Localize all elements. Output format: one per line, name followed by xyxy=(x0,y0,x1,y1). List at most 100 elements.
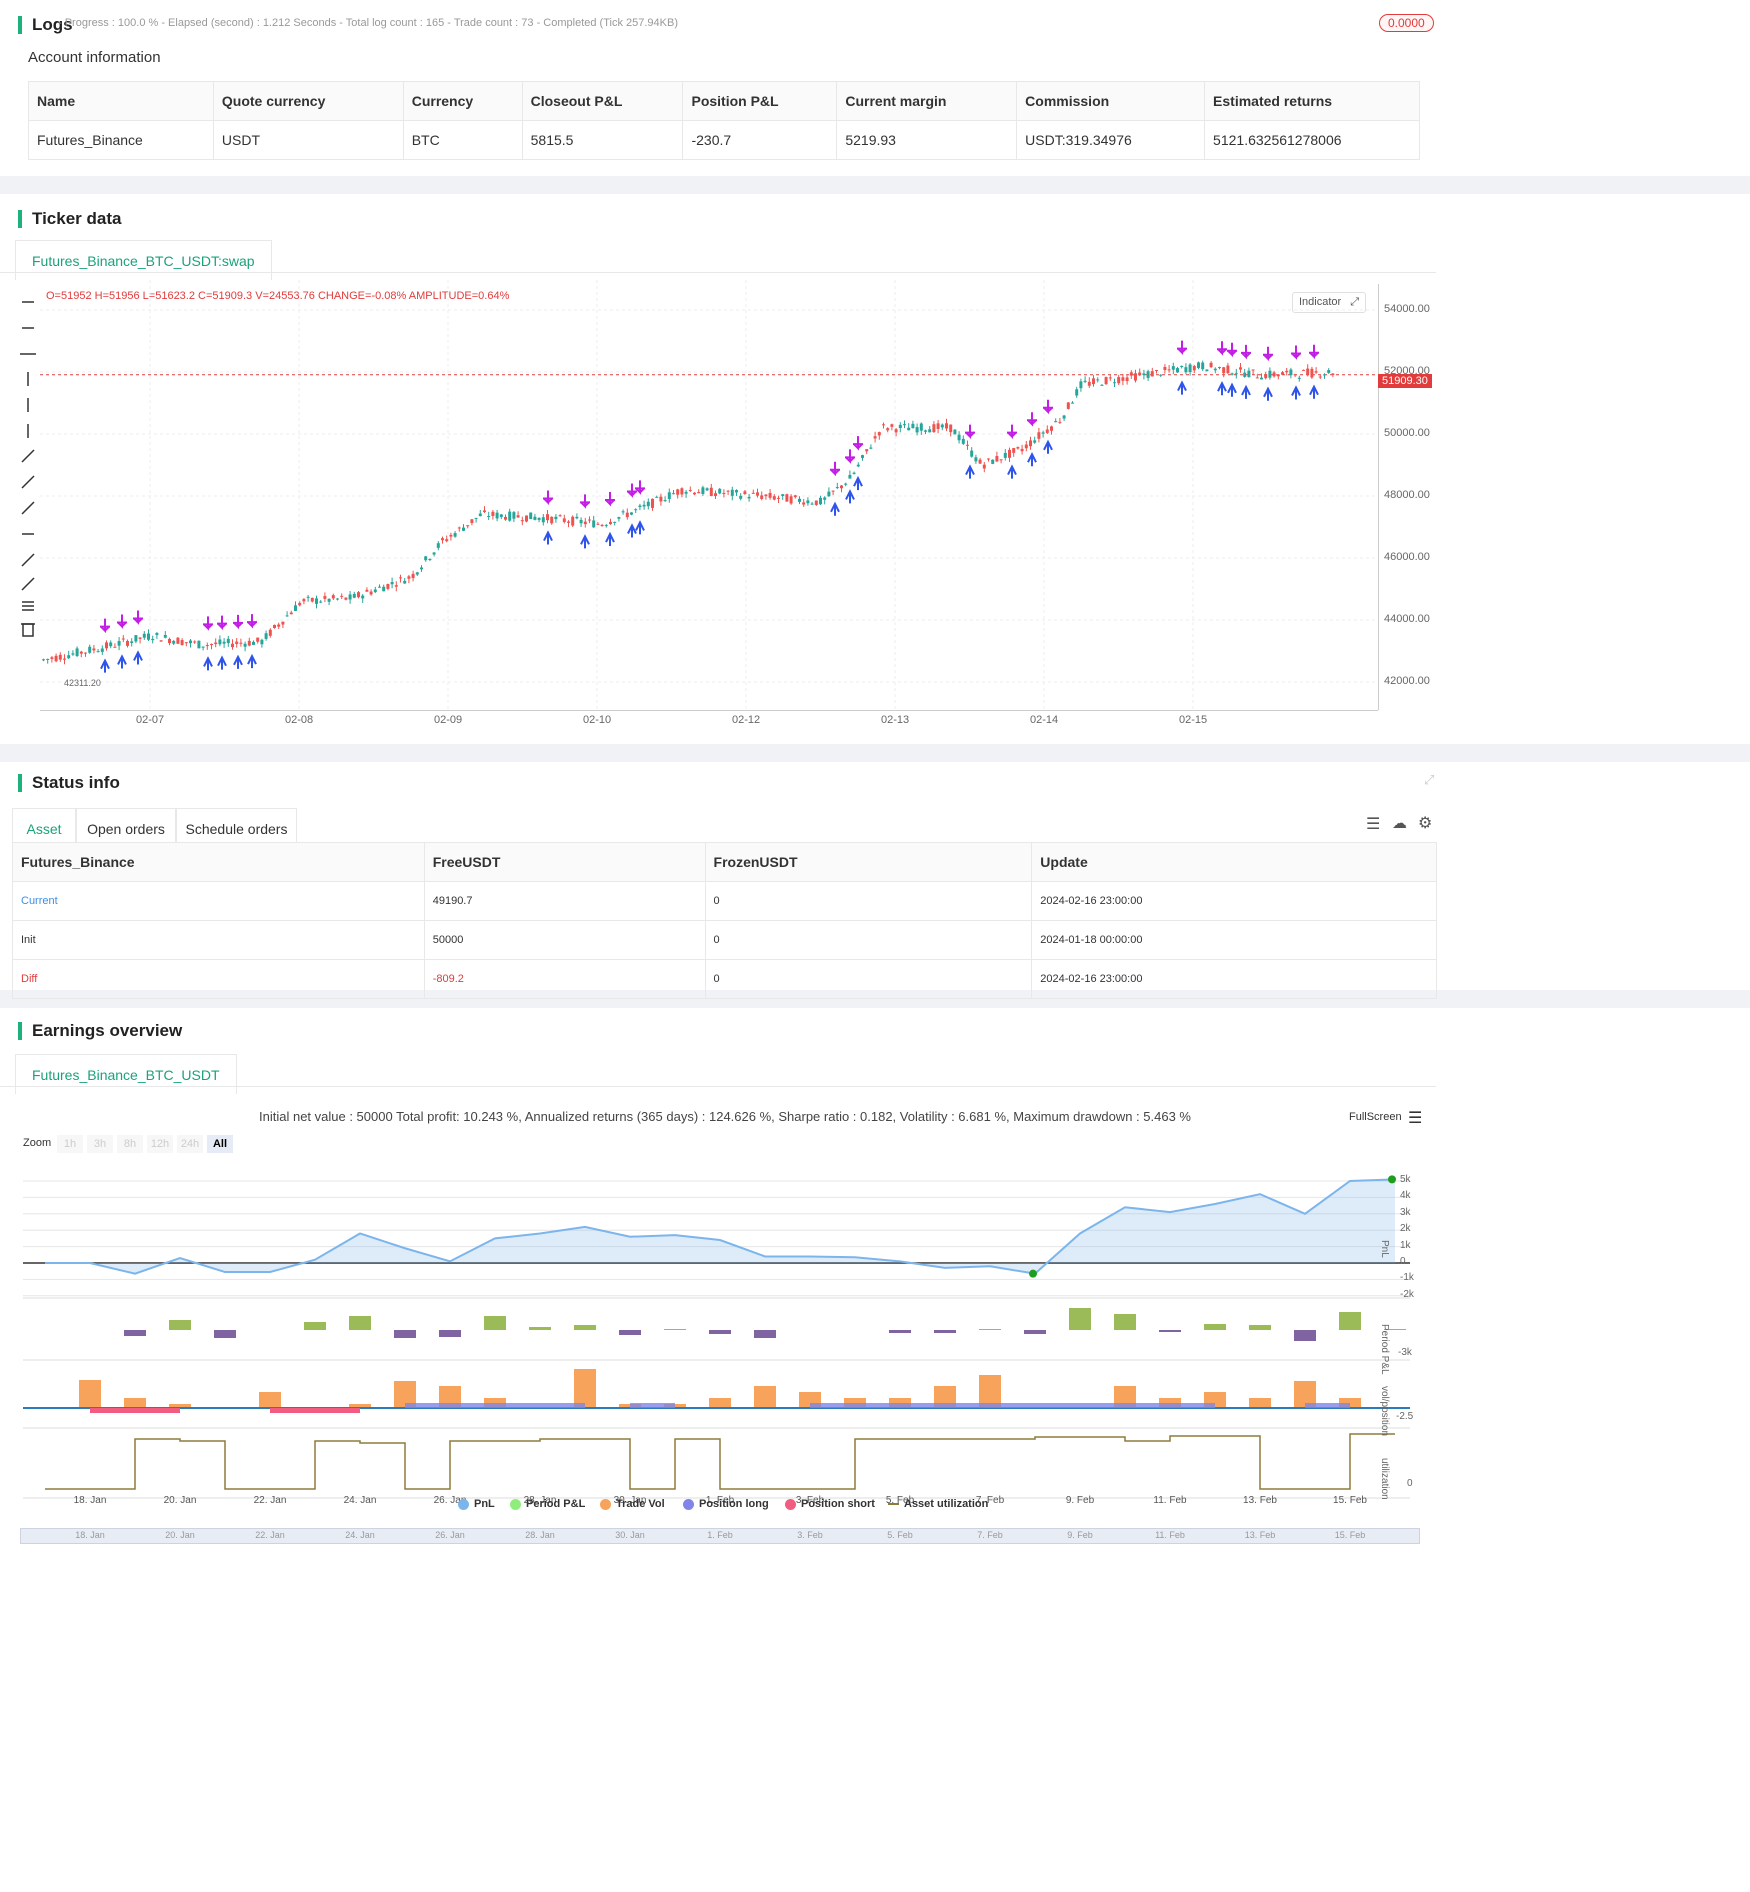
account-header-cell: Currency xyxy=(402,81,523,121)
candle-body xyxy=(499,514,503,518)
drawing-tools-icons[interactable] xyxy=(16,290,40,650)
tab-ticker-symbol[interactable]: Futures_Binance_BTC_USDT:swap xyxy=(15,240,272,280)
candle-body xyxy=(785,494,789,502)
period-pnl-bar xyxy=(1204,1324,1226,1330)
candle-body xyxy=(957,434,961,441)
indicator-button[interactable]: Indicator ⤢ xyxy=(1292,292,1367,313)
candle-body xyxy=(155,633,159,636)
candle-body xyxy=(340,595,344,597)
asset-header-cell: FrozenUSDT xyxy=(704,842,1033,882)
legend-item[interactable]: Position short xyxy=(785,1498,875,1510)
close-arrow-icon xyxy=(1177,340,1187,356)
legend-item[interactable]: Period P&L xyxy=(510,1498,585,1510)
legend-item[interactable]: Asset utilization xyxy=(888,1498,988,1510)
date-tick: 18. Jan xyxy=(73,1495,107,1506)
zoom-3h[interactable]: 3h xyxy=(87,1135,113,1153)
candle-body xyxy=(714,493,717,497)
candle-body xyxy=(793,495,797,498)
candle-body xyxy=(1310,368,1314,378)
zoom-1h[interactable]: 1h xyxy=(57,1135,83,1153)
tab-earnings-symbol[interactable]: Futures_Binance_BTC_USDT xyxy=(15,1054,237,1094)
long-arrow-icon xyxy=(1043,439,1053,454)
expand-icon[interactable]: ⤢ xyxy=(1424,772,1435,787)
candle-body xyxy=(869,447,873,449)
close-arrow-icon xyxy=(133,610,143,625)
candle-body xyxy=(386,584,390,589)
legend-item[interactable]: Trade Vol xyxy=(600,1498,665,1510)
candle-body xyxy=(554,516,558,520)
menu-icon[interactable]: ☰ xyxy=(1366,816,1381,833)
asset-header-cell: Update xyxy=(1031,842,1437,882)
candle-body xyxy=(210,644,213,646)
position-short-bar xyxy=(90,1408,180,1413)
earnings-chart[interactable] xyxy=(0,1158,1450,1578)
zoom-12h[interactable]: 12h xyxy=(147,1135,173,1153)
candle-body xyxy=(138,637,142,639)
trade-vol-bar xyxy=(709,1398,731,1408)
legend-item[interactable]: PnL xyxy=(458,1498,495,1510)
candle-body xyxy=(336,598,339,600)
candle-body xyxy=(302,599,306,602)
candle-body xyxy=(625,512,629,518)
candle-body xyxy=(1234,373,1238,375)
legend-marker-icon xyxy=(600,1498,611,1510)
candle-body xyxy=(835,487,839,489)
period-pnl-bar xyxy=(1339,1312,1361,1330)
candle-body xyxy=(894,429,898,433)
pnl-tick: 0 xyxy=(1400,1256,1406,1267)
candlestick-chart[interactable] xyxy=(0,280,1440,730)
candle-body xyxy=(525,515,528,522)
candle-body xyxy=(655,496,659,498)
candle-body xyxy=(1138,372,1142,375)
fullscreen-button[interactable]: FullScreen xyxy=(1349,1111,1402,1123)
candle-body xyxy=(890,424,894,427)
candle-body xyxy=(222,641,226,644)
expand-icon[interactable]: ⤢ xyxy=(1350,296,1360,308)
navigator-date: 20. Jan xyxy=(165,1530,195,1540)
table-row: Futures_Binance USDT BTC 5815.5 -230.7 5219.9… xyxy=(28,120,1420,160)
candle-body xyxy=(659,496,663,502)
tab-schedule-orders[interactable]: Schedule orders xyxy=(176,808,297,848)
candle-body xyxy=(42,659,45,661)
navigator-scrollbar[interactable] xyxy=(20,1528,1420,1544)
long-arrow-icon xyxy=(1227,382,1237,397)
period-pnl-bar xyxy=(529,1327,551,1330)
candle-body xyxy=(264,633,268,639)
candle-body xyxy=(348,594,352,600)
tab-open-orders[interactable]: Open orders xyxy=(76,808,176,848)
zoom-24h[interactable]: 24h xyxy=(177,1135,203,1153)
candle-body xyxy=(684,491,688,494)
candle-body xyxy=(252,641,255,645)
legend-label: PnL xyxy=(474,1498,495,1510)
logs-panel: Logs - Progress : 100.0 % - Elapsed (sec… xyxy=(0,0,1750,176)
gear-icon[interactable]: ⚙ xyxy=(1418,815,1433,832)
candle-body xyxy=(529,512,533,520)
candle-body xyxy=(961,438,965,444)
candle-body xyxy=(1129,372,1133,376)
candle-body xyxy=(365,589,369,592)
candle-body xyxy=(495,512,499,519)
tab-divider xyxy=(0,272,1436,273)
menu-icon[interactable]: ☰ xyxy=(1408,1110,1423,1127)
legend-marker-icon xyxy=(458,1498,469,1510)
candle-body xyxy=(915,427,919,433)
long-arrow-icon xyxy=(1177,380,1187,395)
zoom-All[interactable]: All xyxy=(207,1135,233,1153)
candle-body xyxy=(781,494,785,497)
zoom-8h[interactable]: 8h xyxy=(117,1135,143,1153)
ohlc-amp-label: AMPLITUDE= xyxy=(408,290,479,302)
legend-item[interactable]: Position long xyxy=(683,1498,769,1510)
pnl-tick: 4k xyxy=(1400,1190,1411,1202)
tab-asset[interactable]: Asset xyxy=(12,808,76,848)
cloud-download-icon[interactable]: ☁ xyxy=(1392,815,1407,832)
candle-body xyxy=(520,520,524,522)
candle-body xyxy=(428,558,432,560)
candle-body xyxy=(991,459,995,464)
candle-body xyxy=(1293,374,1297,376)
candle-body xyxy=(147,633,150,640)
candle-body xyxy=(810,503,814,505)
period-pnl-bar xyxy=(619,1330,641,1335)
candle-body xyxy=(575,516,579,519)
period-pnl-bar xyxy=(439,1330,461,1337)
close-arrow-icon xyxy=(1227,342,1237,358)
